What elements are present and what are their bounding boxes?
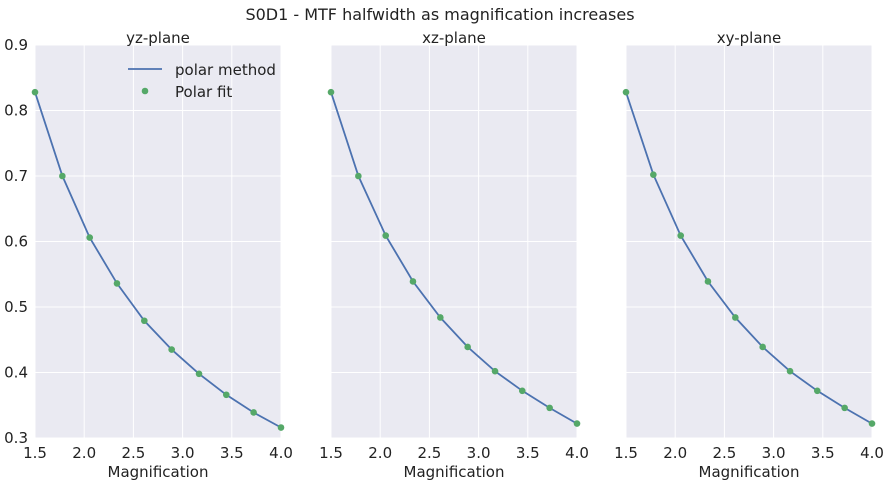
data-point-polar-fit: [650, 171, 657, 178]
x-tick-label: 2.5: [121, 444, 145, 462]
data-point-polar-fit: [382, 232, 390, 239]
data-point-polar-fit: [868, 420, 876, 427]
y-tick-label: 0.5: [4, 298, 28, 316]
data-point-polar-fit: [277, 424, 285, 431]
x-tick-label: 1.5: [614, 444, 638, 462]
x-axis-label: Magnification: [699, 463, 800, 481]
data-point-polar-fit: [409, 278, 417, 285]
series-line-polar-method: [34, 91, 282, 429]
panel-1: yz-plane 1.5 2.0 2.5 3.0 3.5 4.0 0.3 0.4 0.5 0.6 0.…: [4, 29, 293, 481]
data-point-polar-fit: [327, 88, 335, 96]
x-tick-label: 3.0: [171, 444, 195, 462]
data-point-polar-fit: [437, 314, 444, 321]
x-tick-label: 4.0: [860, 444, 884, 462]
figure-suptitle: S0D1 - MTF halfwidth as magnification in…: [245, 5, 634, 24]
y-tick-label: 0.7: [4, 167, 28, 185]
x-tick-label: 2.0: [72, 444, 96, 462]
x-tick-label: 1.5: [23, 444, 47, 462]
data-point-polar-fit: [222, 391, 230, 399]
legend: polar method Polar fit: [128, 61, 276, 101]
x-tick-label: 1.5: [319, 444, 343, 462]
panel-3: xy-plane 1.5 2.0 2.5 3.0 3.5 4.0 Magnification: [614, 29, 884, 481]
panels: yz-plane 1.5 2.0 2.5 3.0 3.5 4.0 0.3 0.4 0.5 0.6 0.…: [4, 29, 884, 481]
data-point-polar-fit: [622, 88, 630, 96]
legend-swatch-marker: [141, 87, 149, 95]
data-point-polar-fit: [250, 409, 257, 416]
data-point-polar-fit: [86, 234, 94, 241]
x-axis-label: Magnification: [404, 463, 505, 481]
data-point-polar-fit: [704, 278, 712, 285]
y-tick-label: 0.6: [4, 233, 28, 251]
data-point-polar-fit: [732, 314, 739, 321]
x-tick-label: 2.5: [417, 444, 441, 462]
x-tick-label: 2.5: [712, 444, 736, 462]
x-tick-label: 3.0: [467, 444, 491, 462]
x-tick-label: 3.5: [811, 444, 835, 462]
x-tick-label: 4.0: [565, 444, 589, 462]
data-point-polar-fit: [195, 370, 203, 378]
data-point-polar-fit: [491, 367, 499, 375]
data-point-polar-fit: [464, 343, 471, 351]
data-point-polar-fit: [141, 317, 148, 325]
x-tick-label: 4.0: [269, 444, 293, 462]
data-point-polar-fit: [573, 420, 581, 427]
y-tick-label: 0.4: [4, 364, 28, 382]
panel-2: xz-plane 1.5 2.0 2.5 3.0 3.5 4.0 Magnification: [319, 29, 589, 481]
panel-title: xz-plane: [422, 29, 486, 47]
data-point-polar-fit: [518, 387, 526, 395]
y-tick-label: 0.3: [4, 429, 28, 447]
data-point-polar-fit: [168, 346, 175, 353]
x-tick-label: 3.5: [220, 444, 244, 462]
legend-label: Polar fit: [175, 83, 232, 101]
legend-label: polar method: [175, 61, 276, 79]
data-point-polar-fit: [759, 343, 766, 351]
x-tick-label: 3.5: [516, 444, 540, 462]
panel-title: xy-plane: [717, 29, 782, 47]
y-tick-label: 0.9: [4, 36, 28, 54]
data-point-polar-fit: [59, 172, 66, 180]
data-point-polar-fit: [31, 88, 39, 96]
data-point-polar-fit: [786, 367, 794, 375]
data-point-polar-fit: [355, 172, 362, 180]
x-tick-label: 3.0: [762, 444, 786, 462]
data-point-polar-fit: [813, 387, 821, 395]
series-line-polar-method: [625, 91, 873, 425]
data-point-polar-fit: [677, 232, 685, 239]
data-point-polar-fit: [841, 404, 848, 412]
x-tick-label: 2.0: [663, 444, 687, 462]
data-point-polar-fit: [546, 404, 553, 412]
x-tick-label: 2.0: [368, 444, 392, 462]
data-point-polar-fit: [113, 280, 121, 287]
series-line-polar-method: [330, 91, 578, 425]
panel-title: yz-plane: [126, 29, 190, 47]
x-axis-label: Magnification: [108, 463, 209, 481]
y-tick-label: 0.8: [4, 102, 28, 120]
